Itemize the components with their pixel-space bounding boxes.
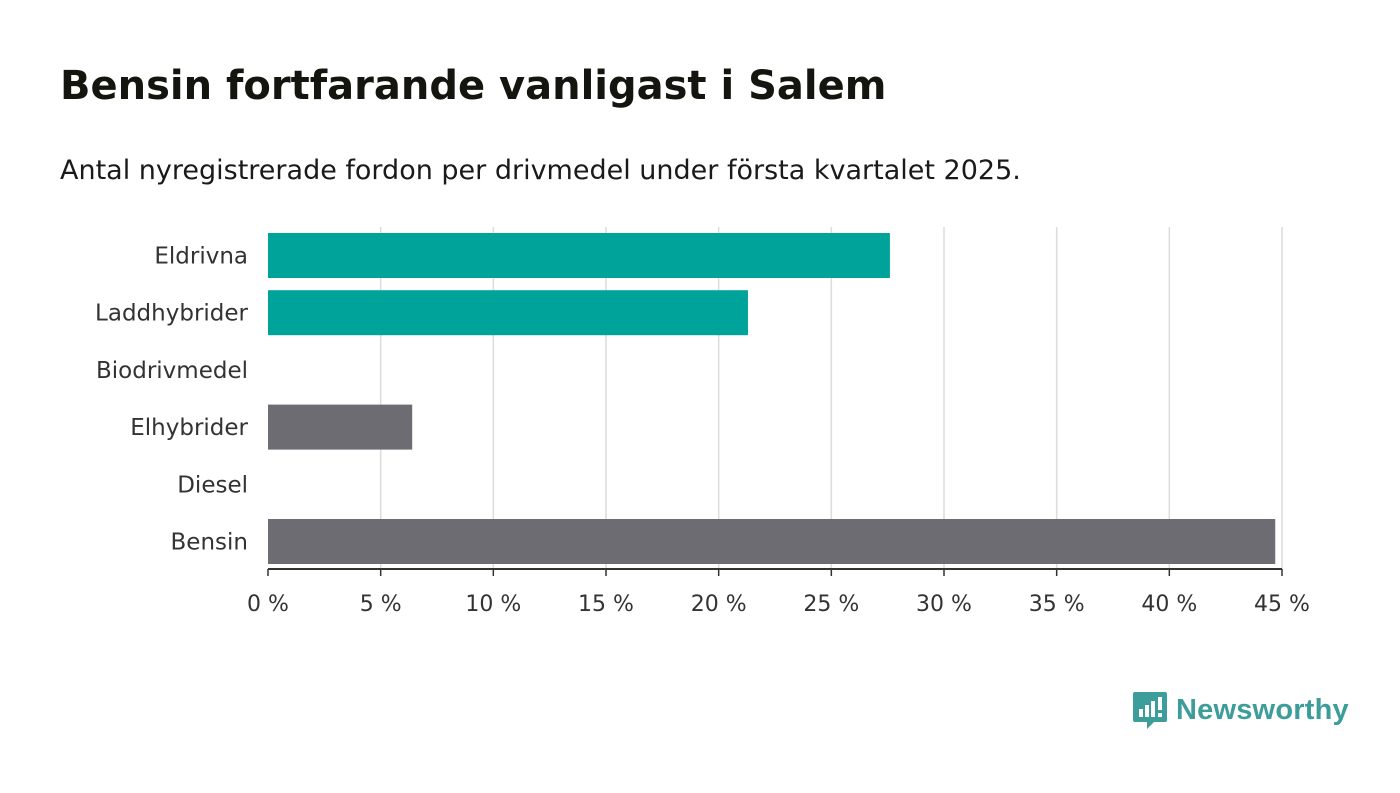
category-label: Eldrivna xyxy=(154,244,248,270)
x-tick-label: 25 % xyxy=(803,592,859,617)
chart-title: Bensin fortfarande vanligast i Salem xyxy=(60,63,887,109)
x-tick-label: 35 % xyxy=(1029,592,1085,617)
brand-logo: Newsworthy xyxy=(1132,690,1349,730)
x-tick-label: 10 % xyxy=(465,592,521,617)
brand-name: Newsworthy xyxy=(1176,693,1349,726)
bar-eldrivna xyxy=(268,233,890,278)
category-label: Diesel xyxy=(177,472,248,498)
bar-bensin xyxy=(268,519,1276,564)
newsworthy-logo-icon xyxy=(1133,692,1167,729)
bars xyxy=(268,233,1276,564)
category-label: Bensin xyxy=(171,530,248,556)
category-label: Biodrivmedel xyxy=(96,358,248,384)
x-tick-label: 45 % xyxy=(1254,592,1310,617)
category-label: Laddhybrider xyxy=(95,301,248,327)
x-tick-label: 5 % xyxy=(360,592,402,617)
category-label: Elhybrider xyxy=(130,415,248,441)
x-tick-label: 20 % xyxy=(691,592,747,617)
bar-elhybrider xyxy=(268,404,413,450)
gridlines xyxy=(379,227,1283,569)
x-tick-label: 30 % xyxy=(916,592,972,617)
chart-subtitle: Antal nyregistrerade fordon per drivmede… xyxy=(60,155,1021,186)
x-tick-label: 15 % xyxy=(578,592,634,617)
x-tick-label: 40 % xyxy=(1141,592,1197,617)
x-tick-label: 0 % xyxy=(247,592,289,617)
category-labels: Eldrivna Laddhybrider Biodrivmedel Elhybrid… xyxy=(95,244,248,556)
bar-laddhybrider xyxy=(268,290,748,336)
x-axis: 0 % 5 % 10 % 15 % 20 % 25 % 30 % 35 % 40 % 45 % xyxy=(247,568,1310,617)
